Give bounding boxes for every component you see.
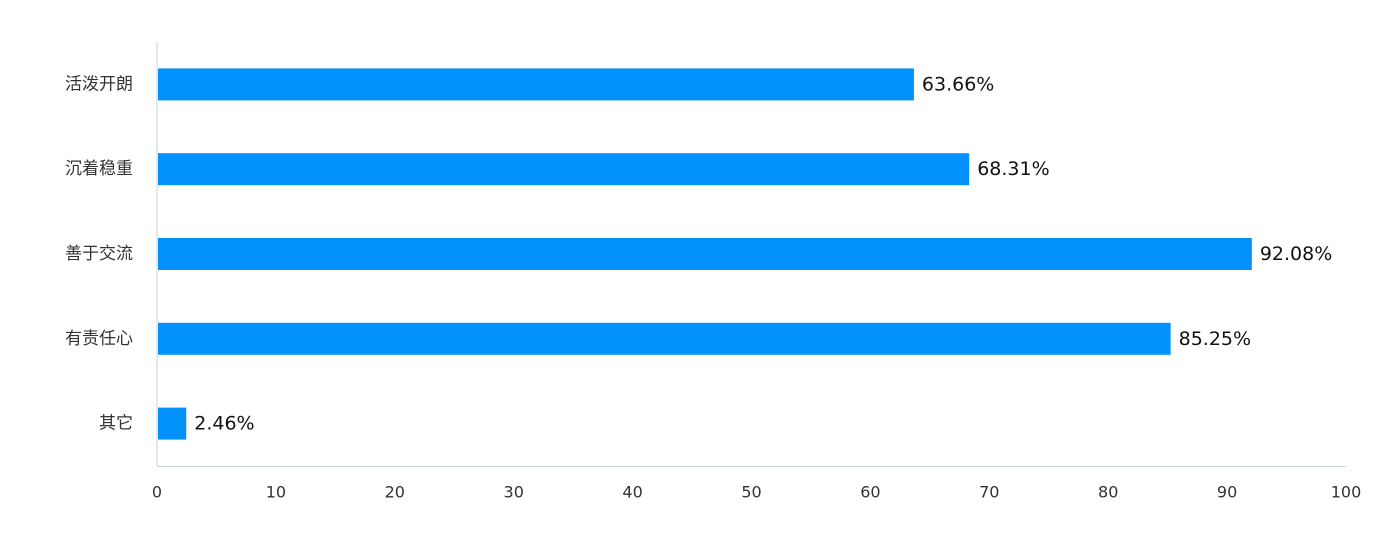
x-tick-label: 50 — [741, 483, 761, 502]
x-tick-label: 20 — [385, 483, 405, 502]
category-label: 其它 — [99, 414, 133, 434]
x-tick-label: 80 — [1098, 483, 1118, 502]
category-label: 活泼开朗 — [65, 74, 133, 94]
bar — [158, 238, 1252, 270]
x-tick-label: 100 — [1331, 483, 1362, 502]
category-label: 有责任心 — [65, 329, 133, 349]
bar — [158, 68, 914, 101]
data-label: 92.08% — [1260, 243, 1332, 265]
bar — [158, 322, 1171, 355]
data-label: 68.31% — [977, 158, 1049, 180]
x-tick-label: 0 — [152, 483, 162, 502]
category-label: 沉着稳重 — [65, 159, 133, 179]
x-tick-label: 30 — [504, 483, 524, 502]
x-tick-label: 40 — [622, 483, 642, 502]
data-label: 85.25% — [1179, 328, 1251, 350]
x-tick-label: 60 — [860, 483, 880, 502]
data-label: 63.66% — [922, 73, 994, 95]
category-label: 善于交流 — [65, 244, 133, 264]
data-label: 2.46% — [194, 413, 254, 435]
bar — [158, 153, 970, 186]
bar — [158, 407, 187, 440]
x-tick-label: 70 — [979, 483, 999, 502]
x-tick-label: 90 — [1217, 483, 1237, 502]
x-tick-label: 10 — [266, 483, 286, 502]
